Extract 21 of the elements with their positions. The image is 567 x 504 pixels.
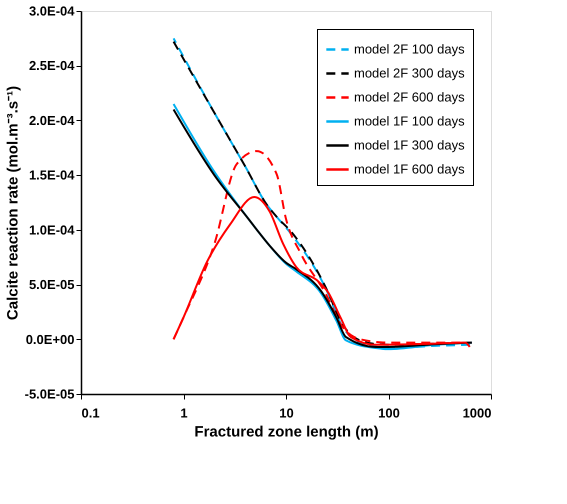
y-tick-label: 5.0E-05 bbox=[28, 277, 74, 292]
legend-label: model 2F 100 days bbox=[354, 42, 466, 56]
x-tick-label: 0.1 bbox=[82, 406, 100, 420]
y-axis-title: Calcite reaction rate (mol.m⁻³.s⁻¹) bbox=[4, 86, 22, 320]
x-axis-title: Fractured zone length (m) bbox=[194, 424, 379, 440]
x-tick-label: 1 bbox=[180, 406, 188, 420]
legend-label: model 2F 300 days bbox=[354, 66, 466, 80]
y-tick-label: 1.0E-04 bbox=[28, 222, 76, 238]
x-tick-label: 1000 bbox=[462, 406, 492, 420]
x-tick-label: 10 bbox=[279, 406, 294, 420]
legend-label: model 1F 100 days bbox=[354, 114, 466, 128]
legend-label: model 1F 300 days bbox=[354, 138, 466, 152]
y-tick-label: 0.0E+00 bbox=[26, 332, 74, 347]
legend-label: model 2F 600 days bbox=[354, 90, 466, 104]
legend-label: model 1F 600 days bbox=[354, 162, 466, 176]
y-tick-label: 1.5E-04 bbox=[28, 168, 76, 183]
y-tick-label: 3.0E-04 bbox=[28, 4, 76, 18]
y-tick-label: -5.0E-05 bbox=[24, 386, 74, 402]
y-tick-label: 2.0E-04 bbox=[28, 112, 76, 128]
y-tick-label: 2.5E-04 bbox=[28, 58, 76, 74]
x-tick-label: 100 bbox=[378, 406, 400, 420]
